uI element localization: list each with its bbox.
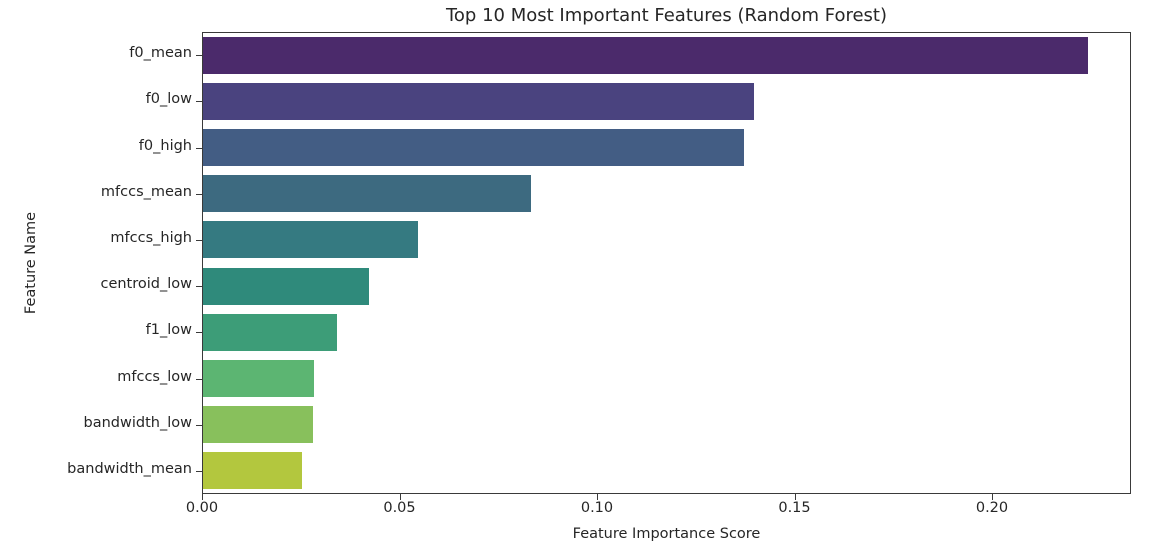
y-tick-label: bandwidth_low (83, 414, 192, 431)
x-tick-label: 0.00 (185, 500, 219, 516)
y-tick-mark (196, 424, 202, 426)
chart-title: Top 10 Most Important Features (Random F… (445, 5, 888, 26)
y-tick-mark (196, 55, 202, 57)
x-tick-mark (399, 494, 401, 500)
bar-bandwidth-mean (203, 452, 302, 490)
bar-f0-low (203, 82, 755, 120)
bar-mfccs-high (203, 221, 419, 259)
x-tick-mark (992, 494, 994, 500)
y-tick-mark (196, 332, 202, 334)
y-tick-label: f0_high (138, 137, 192, 154)
bar-f1-low (203, 313, 338, 351)
y-tick-mark (196, 101, 202, 103)
y-tick-label: mfccs_low (117, 368, 192, 385)
y-tick-label: bandwidth_mean (67, 460, 192, 477)
y-tick-mark (196, 286, 202, 288)
bar-mfccs-mean (203, 175, 531, 213)
x-tick-mark (794, 494, 796, 500)
y-tick-mark (196, 147, 202, 149)
y-tick-mark (196, 193, 202, 195)
y-tick-label: centroid_low (100, 276, 192, 293)
bar-mfccs-low (203, 360, 314, 397)
y-tick-label: f0_low (145, 91, 192, 108)
bar-centroid-low (203, 267, 369, 305)
x-axis-label: Feature Importance Score (572, 526, 761, 542)
y-tick-label: f1_low (145, 322, 192, 339)
x-tick-label: 0.15 (778, 500, 811, 516)
x-tick-mark (202, 494, 204, 500)
x-tick-label: 0.05 (383, 500, 416, 516)
y-tick-label: mfccs_mean (100, 183, 192, 200)
y-axis-label: Feature Name (23, 211, 39, 315)
bar-bandwidth-low (203, 406, 313, 444)
bar-f0-high (203, 129, 745, 166)
bar-f0-mean (203, 36, 1088, 74)
y-tick-mark (196, 470, 202, 473)
y-tick-label: f0_mean (129, 45, 192, 62)
y-tick-mark (196, 239, 202, 242)
plot-area (202, 32, 1131, 494)
y-tick-mark (196, 378, 202, 380)
x-tick-label: 0.10 (580, 500, 614, 516)
x-tick-label: 0.20 (975, 500, 1009, 516)
x-tick-mark (597, 494, 599, 500)
y-tick-label: mfccs_high (110, 229, 192, 246)
